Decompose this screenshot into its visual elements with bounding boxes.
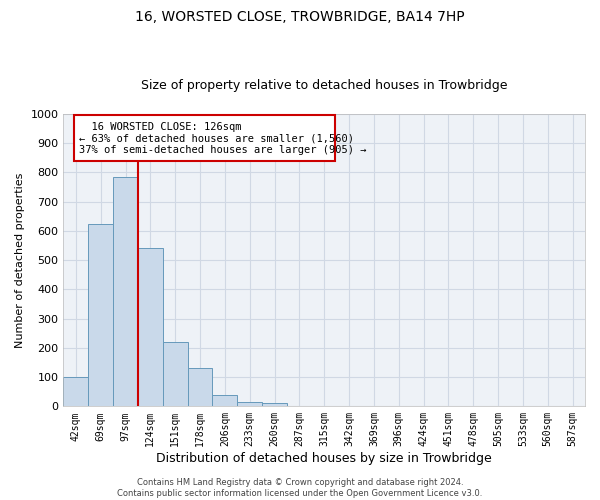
Bar bbox=[212, 394, 237, 406]
Bar bbox=[188, 368, 212, 406]
Title: Size of property relative to detached houses in Trowbridge: Size of property relative to detached ho… bbox=[141, 79, 508, 92]
Text: 16 WORSTED CLOSE: 126sqm
← 63% of detached houses are smaller (1,560)
37% of sem: 16 WORSTED CLOSE: 126sqm ← 63% of detach… bbox=[79, 122, 367, 154]
Bar bbox=[262, 404, 287, 406]
Bar bbox=[237, 402, 262, 406]
Y-axis label: Number of detached properties: Number of detached properties bbox=[15, 172, 25, 348]
Text: 16, WORSTED CLOSE, TROWBRIDGE, BA14 7HP: 16, WORSTED CLOSE, TROWBRIDGE, BA14 7HP bbox=[135, 10, 465, 24]
X-axis label: Distribution of detached houses by size in Trowbridge: Distribution of detached houses by size … bbox=[157, 452, 492, 465]
Bar bbox=[88, 224, 113, 406]
Bar bbox=[138, 248, 163, 406]
Bar bbox=[113, 177, 138, 406]
Text: Contains HM Land Registry data © Crown copyright and database right 2024.
Contai: Contains HM Land Registry data © Crown c… bbox=[118, 478, 482, 498]
FancyBboxPatch shape bbox=[74, 116, 335, 161]
Bar bbox=[163, 342, 188, 406]
Bar bbox=[64, 377, 88, 406]
